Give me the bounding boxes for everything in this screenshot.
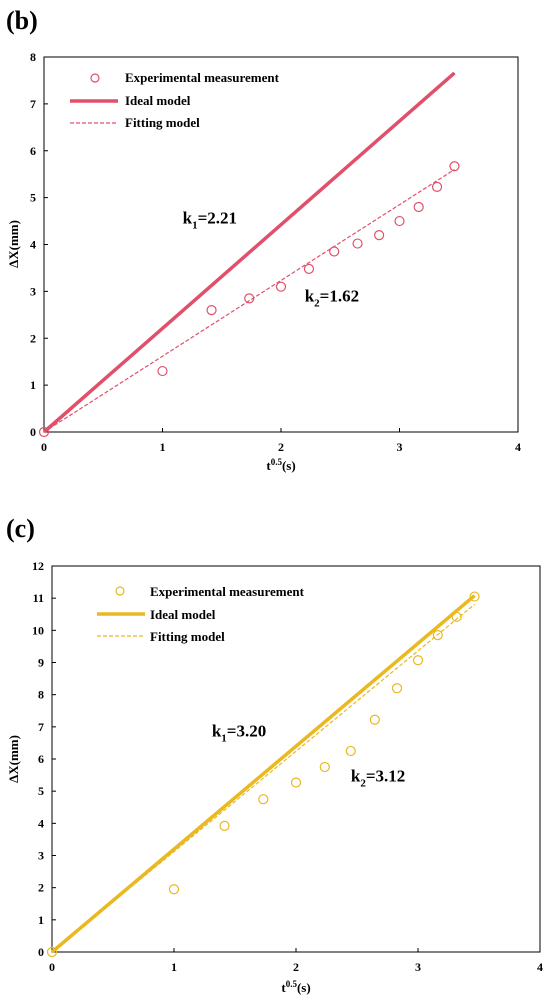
y-tick-label: 1	[30, 378, 36, 392]
y-tick-label: 2	[30, 331, 36, 345]
legend-item-fitting: Fitting model	[97, 629, 225, 644]
fitting-model-line	[43, 168, 455, 433]
x-axis-label: t0.5(s)	[281, 979, 310, 995]
legend-label: Ideal model	[125, 93, 191, 108]
x-tick-label: 3	[415, 960, 421, 974]
data-point	[38, 426, 50, 438]
legend-item-experimental: Experimental measurement	[115, 584, 305, 599]
data-point	[394, 215, 405, 227]
legend-marker	[90, 73, 100, 83]
y-tick-label: 11	[33, 591, 44, 605]
y-tick-label: 7	[38, 720, 44, 734]
data-point	[275, 281, 287, 292]
legend: Experimental measurement Ideal model Fit…	[70, 70, 280, 130]
y-tick-label: 4	[38, 816, 44, 830]
x-tick-label: 1	[160, 440, 166, 454]
legend-item-ideal: Ideal model	[70, 93, 191, 108]
x-tick-label: 0	[49, 960, 55, 974]
legend: Experimental measurement Ideal model Fit…	[97, 584, 305, 644]
ideal-model-line	[42, 71, 456, 434]
y-tick-label: 0	[30, 425, 36, 439]
data-point	[352, 238, 363, 249]
x-tick-label: 0	[41, 440, 47, 454]
slope-annotation-k1: k1=3.20	[212, 721, 266, 744]
chart-panel-b: (b) 0 1 2 3 4 5 6 7 8 0 1 2 3 4 Experimental measurem…	[6, 6, 521, 473]
data-point	[303, 263, 315, 274]
ideal-model-line	[50, 594, 476, 954]
y-axis-label: ΔX(mm)	[6, 220, 21, 268]
data-point	[157, 365, 168, 377]
data-point	[290, 777, 302, 788]
legend-marker	[115, 586, 125, 596]
panel-label: (b)	[6, 6, 38, 35]
x-tick-label: 4	[537, 960, 543, 974]
plot-frame	[43, 56, 519, 433]
y-tick-label: 7	[30, 97, 36, 111]
data-point	[413, 201, 424, 213]
y-tick-label: 4	[30, 238, 36, 252]
y-tick-label: 1	[38, 913, 44, 927]
data-point	[329, 246, 340, 257]
y-axis-label: ΔX(mm)	[6, 735, 21, 783]
y-tick-label: 3	[30, 284, 36, 298]
slope-annotation-k2: k2=1.62	[305, 287, 359, 310]
data-point	[206, 305, 217, 316]
y-tick-label: 2	[38, 881, 44, 895]
data-point	[319, 761, 330, 773]
legend-label: Fitting model	[150, 629, 225, 644]
plot-frame	[51, 565, 541, 953]
data-point	[432, 630, 443, 641]
data-point	[369, 714, 380, 725]
x-tick-label: 2	[293, 960, 299, 974]
y-tick-label: 10	[32, 623, 44, 637]
legend-label: Fitting model	[125, 115, 200, 130]
y-tick-label: 5	[38, 784, 44, 798]
data-point	[391, 683, 403, 694]
y-tick-label: 0	[38, 945, 44, 959]
x-tick-label: 4	[515, 440, 521, 454]
data-point	[451, 611, 462, 622]
panel-label: (c)	[6, 514, 35, 543]
slope-annotation-k2: k2=3.12	[351, 767, 405, 790]
x-tick-label: 3	[397, 440, 403, 454]
y-tick-label: 6	[30, 144, 36, 158]
y-tick-label: 12	[32, 559, 44, 573]
legend-item-fitting: Fitting model	[70, 115, 200, 130]
x-tick-label: 2	[278, 440, 284, 454]
data-point	[469, 591, 480, 602]
y-tick-label: 3	[38, 849, 44, 863]
y-tick-label: 8	[30, 50, 36, 64]
legend-item-experimental: Experimental measurement	[90, 70, 280, 85]
data-point	[449, 161, 460, 172]
data-point	[219, 820, 230, 832]
data-point	[412, 655, 424, 666]
data-point	[168, 884, 180, 895]
data-point	[345, 745, 356, 757]
legend-label: Experimental measurement	[125, 70, 280, 85]
fitting-model-line	[51, 603, 475, 953]
legend-label: Experimental measurement	[150, 584, 305, 599]
y-tick-label: 6	[38, 752, 44, 766]
legend-label: Ideal model	[150, 607, 216, 622]
y-tick-label: 8	[38, 688, 44, 702]
y-tick-label: 5	[30, 191, 36, 205]
data-point	[244, 293, 255, 304]
data-point	[258, 794, 269, 805]
slope-annotation-k1: k1=2.21	[183, 208, 237, 231]
x-tick-label: 1	[171, 960, 177, 974]
legend-item-ideal: Ideal model	[97, 607, 216, 622]
y-tick-label: 9	[38, 656, 44, 670]
data-point	[374, 230, 385, 241]
data-point	[46, 946, 58, 958]
x-axis-label: t0.5(s)	[266, 457, 295, 473]
data-point	[431, 181, 443, 192]
